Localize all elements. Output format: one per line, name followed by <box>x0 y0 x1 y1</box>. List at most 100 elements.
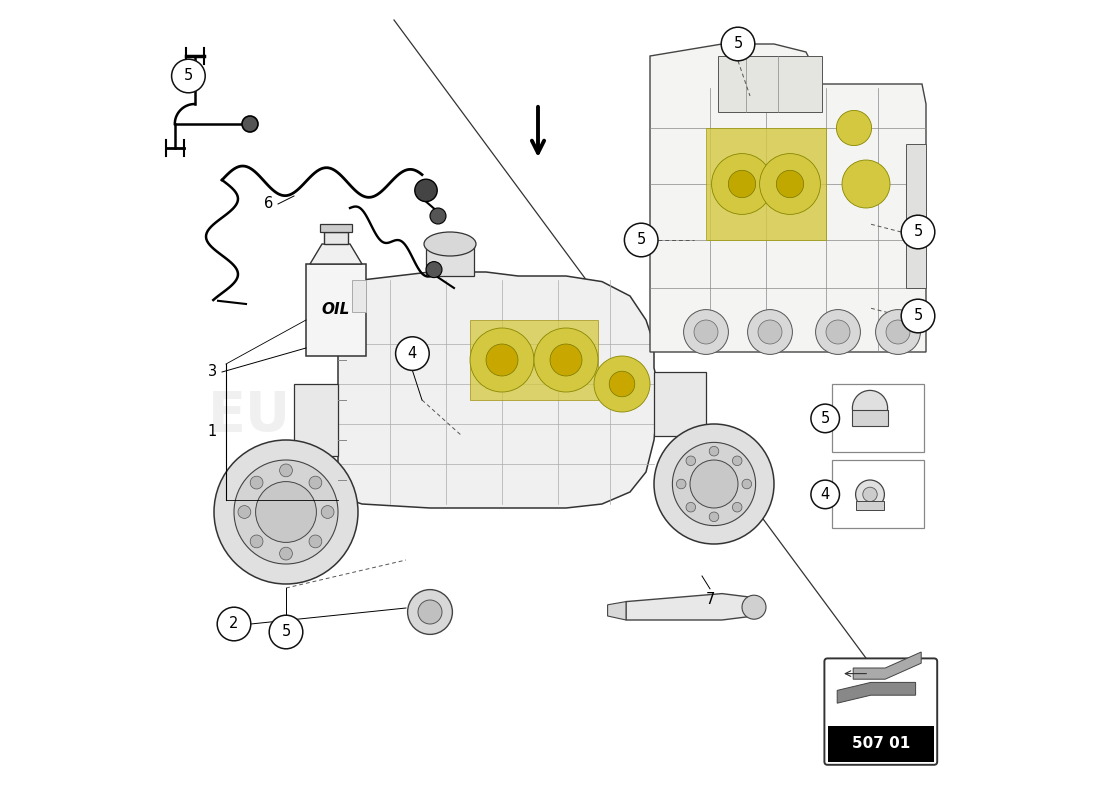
Circle shape <box>712 154 772 214</box>
Circle shape <box>594 356 650 412</box>
Circle shape <box>396 337 429 370</box>
Text: 6: 6 <box>264 197 273 211</box>
Circle shape <box>250 476 263 489</box>
Circle shape <box>534 328 598 392</box>
Polygon shape <box>827 726 934 762</box>
FancyBboxPatch shape <box>833 384 924 452</box>
Circle shape <box>550 344 582 376</box>
Circle shape <box>728 170 756 198</box>
Circle shape <box>777 170 804 198</box>
Text: OIL: OIL <box>321 302 350 317</box>
Circle shape <box>415 179 437 202</box>
Circle shape <box>901 299 935 333</box>
Circle shape <box>426 262 442 278</box>
Circle shape <box>609 371 635 397</box>
Circle shape <box>733 456 742 466</box>
Circle shape <box>309 535 322 548</box>
Text: 4: 4 <box>821 487 829 502</box>
Polygon shape <box>906 144 926 288</box>
Circle shape <box>856 480 884 509</box>
Circle shape <box>694 320 718 344</box>
Text: 4: 4 <box>408 346 417 361</box>
Text: 5: 5 <box>282 625 290 639</box>
Circle shape <box>309 476 322 489</box>
Circle shape <box>470 328 534 392</box>
Polygon shape <box>470 320 598 400</box>
Circle shape <box>815 310 860 354</box>
Circle shape <box>733 502 742 512</box>
Circle shape <box>234 460 338 564</box>
Circle shape <box>430 208 446 224</box>
Circle shape <box>690 460 738 508</box>
Circle shape <box>758 320 782 344</box>
Circle shape <box>625 223 658 257</box>
Circle shape <box>876 310 921 354</box>
Text: 5: 5 <box>913 309 923 323</box>
Text: a passion for parts: a passion for parts <box>285 466 543 494</box>
Text: 5: 5 <box>184 69 192 83</box>
Circle shape <box>242 116 258 132</box>
Circle shape <box>742 479 751 489</box>
Circle shape <box>408 590 452 634</box>
Circle shape <box>683 310 728 354</box>
Text: 5: 5 <box>913 225 923 239</box>
Circle shape <box>742 595 766 619</box>
Polygon shape <box>320 224 352 232</box>
Circle shape <box>418 600 442 624</box>
Ellipse shape <box>424 232 476 256</box>
Polygon shape <box>854 652 921 679</box>
Polygon shape <box>306 264 366 356</box>
Text: 5: 5 <box>821 411 829 426</box>
Polygon shape <box>426 244 474 276</box>
Polygon shape <box>310 244 362 264</box>
Circle shape <box>886 320 910 344</box>
Text: 2: 2 <box>229 617 239 631</box>
Polygon shape <box>650 44 926 352</box>
Text: EUROSPARES: EUROSPARES <box>208 389 620 443</box>
Polygon shape <box>856 501 884 510</box>
Circle shape <box>321 506 334 518</box>
Polygon shape <box>626 594 754 620</box>
Circle shape <box>279 464 293 477</box>
Circle shape <box>748 310 792 354</box>
Text: 1: 1 <box>208 425 217 439</box>
Circle shape <box>842 160 890 208</box>
Circle shape <box>901 215 935 249</box>
Circle shape <box>862 487 877 502</box>
Circle shape <box>722 27 755 61</box>
Circle shape <box>676 479 686 489</box>
Circle shape <box>686 502 695 512</box>
Text: 507 01: 507 01 <box>851 736 910 751</box>
Circle shape <box>486 344 518 376</box>
Circle shape <box>686 456 695 466</box>
FancyBboxPatch shape <box>824 658 937 765</box>
Text: 5: 5 <box>734 37 742 51</box>
Polygon shape <box>718 56 822 112</box>
Text: 3: 3 <box>208 365 217 379</box>
Circle shape <box>760 154 821 214</box>
Circle shape <box>672 442 756 526</box>
Circle shape <box>214 440 358 584</box>
Polygon shape <box>706 128 826 240</box>
Text: 5: 5 <box>637 233 646 247</box>
Circle shape <box>279 547 293 560</box>
Circle shape <box>255 482 317 542</box>
Polygon shape <box>338 272 658 508</box>
Polygon shape <box>837 682 915 703</box>
Circle shape <box>811 480 839 509</box>
Circle shape <box>217 607 251 641</box>
Circle shape <box>852 390 888 426</box>
Polygon shape <box>352 280 366 312</box>
Polygon shape <box>852 410 888 426</box>
Circle shape <box>172 59 206 93</box>
Polygon shape <box>323 232 349 244</box>
Circle shape <box>826 320 850 344</box>
Circle shape <box>250 535 263 548</box>
Circle shape <box>270 615 302 649</box>
Polygon shape <box>607 602 626 620</box>
Circle shape <box>238 506 251 518</box>
Circle shape <box>836 110 871 146</box>
Text: 7: 7 <box>705 593 715 607</box>
Circle shape <box>710 446 718 456</box>
Polygon shape <box>654 372 706 436</box>
